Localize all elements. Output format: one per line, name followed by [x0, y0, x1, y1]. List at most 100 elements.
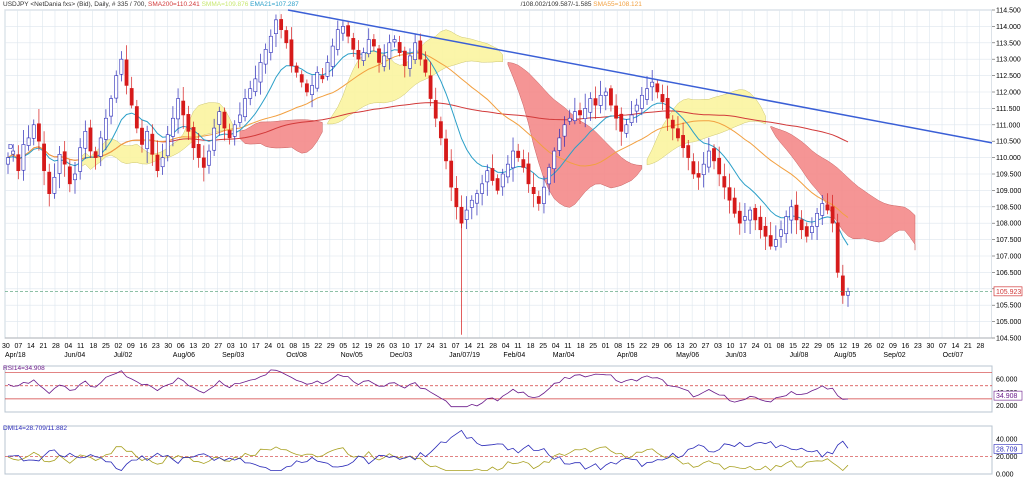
- candle-body: [222, 111, 227, 129]
- day-tick-label: 25: [539, 343, 547, 350]
- day-tick-label: 23: [914, 343, 922, 350]
- smma-label: SMMA=109.876: [201, 1, 249, 8]
- day-tick-label: 14: [952, 343, 960, 350]
- month-tick-label: Jun/04: [64, 352, 85, 359]
- candle-body: [768, 235, 773, 247]
- month-tick-label: Jul/08: [790, 352, 809, 359]
- candle-body: [310, 85, 314, 95]
- candle-body: [562, 124, 567, 137]
- day-tick-label: 27: [214, 343, 222, 350]
- candle-body: [449, 160, 454, 188]
- day-tick-label: 20: [202, 343, 210, 350]
- candle-body: [722, 176, 727, 188]
- candle-body: [763, 225, 768, 237]
- day-tick-label: 22: [802, 343, 810, 350]
- candle-body: [341, 26, 345, 34]
- candle-body: [304, 83, 309, 93]
- day-tick-label: 08: [777, 343, 785, 350]
- candle-body: [186, 114, 191, 132]
- candle-body: [325, 62, 330, 77]
- day-tick-label: 13: [189, 343, 197, 350]
- candle-body: [196, 144, 201, 158]
- day-tick-label: 25: [589, 343, 597, 350]
- price-tick-label: 111.000: [996, 122, 1020, 129]
- candle-body: [98, 137, 103, 157]
- candle-body: [335, 29, 340, 50]
- candle-body: [274, 19, 278, 34]
- chart-header: USDJPY <NetDania fxs> (Bid), Daily, # 33…: [3, 0, 642, 9]
- candle-body: [629, 114, 634, 123]
- sma55-label: SMA55=108.121: [593, 1, 642, 8]
- month-tick-label: Jan/07/19: [449, 352, 480, 359]
- candle-body: [469, 199, 474, 208]
- day-tick-label: 06: [664, 343, 672, 350]
- candle-body: [820, 203, 825, 216]
- candle-body: [578, 110, 582, 116]
- candle-body: [93, 151, 98, 158]
- day-tick-label: 14: [464, 343, 472, 350]
- candle-body: [691, 161, 696, 175]
- price-tick-label: 105.500: [996, 303, 1021, 310]
- candle-body: [299, 74, 304, 83]
- day-tick-label: 24: [752, 343, 760, 350]
- month-tick-label: Sep/03: [222, 352, 244, 359]
- candle-body: [124, 59, 129, 86]
- day-tick-label: 02: [114, 343, 122, 350]
- candle-body: [779, 229, 783, 237]
- candle-body: [320, 75, 325, 80]
- candle-body: [73, 173, 77, 181]
- candle-body: [840, 275, 845, 296]
- day-tick-label: 12: [352, 343, 360, 350]
- candle-body: [624, 124, 629, 134]
- candle-body: [47, 171, 52, 194]
- day-tick-label: 13: [677, 343, 685, 350]
- day-tick-label: 04: [502, 343, 510, 350]
- price-tick-label: 114.000: [996, 24, 1021, 31]
- candle-body: [83, 131, 88, 149]
- candle-body: [181, 100, 186, 116]
- candle-body: [830, 206, 835, 224]
- day-tick-label: 18: [89, 343, 97, 350]
- candle-body: [676, 128, 680, 139]
- month-tick-label: Oct/07: [943, 352, 964, 359]
- day-tick-label: 04: [552, 343, 560, 350]
- symbol-label: USDJPY <NetDania fxs> (Bid), Daily, # 33…: [3, 1, 147, 8]
- day-tick-label: 11: [564, 343, 571, 350]
- candle-body: [62, 151, 67, 165]
- day-tick-label: 26: [864, 343, 872, 350]
- day-tick-label: 03: [389, 343, 397, 350]
- candle-body: [696, 173, 701, 178]
- month-tick-label: Jun/03: [726, 352, 747, 359]
- day-tick-label: 07: [14, 343, 22, 350]
- candle-body: [31, 124, 36, 139]
- day-tick-label: 10: [402, 343, 410, 350]
- candle-body: [454, 187, 459, 208]
- price-axis: 114.500 114.000 113.500 113.000 112.500 112.0…: [5, 8, 1024, 343]
- candle-body: [846, 291, 850, 296]
- candle-body: [475, 193, 479, 204]
- candle-body: [155, 154, 160, 172]
- candle-body: [480, 183, 485, 194]
- sma200-label: SMA200=110.241: [148, 1, 200, 8]
- candle-body: [701, 163, 706, 175]
- price-tick-label: 109.500: [996, 172, 1021, 179]
- price-tick-label: 109.000: [996, 188, 1021, 195]
- day-tick-label: 05: [827, 343, 835, 350]
- day-tick-label: 07: [939, 343, 947, 350]
- candle-body: [413, 42, 418, 60]
- candle-body: [717, 157, 722, 175]
- candle-body: [557, 137, 562, 151]
- candle-body: [171, 117, 175, 137]
- candle-body: [361, 52, 366, 61]
- candle-body: [109, 98, 113, 117]
- day-tick-label: 20: [689, 343, 697, 350]
- candle-body: [526, 163, 531, 185]
- day-tick-label: 26: [377, 343, 385, 350]
- candle-body: [289, 39, 294, 67]
- day-tick-label: 04: [64, 343, 72, 350]
- candle-body: [753, 207, 758, 221]
- candle-body: [11, 150, 16, 155]
- candle-body: [531, 186, 536, 194]
- candle-body: [428, 75, 433, 99]
